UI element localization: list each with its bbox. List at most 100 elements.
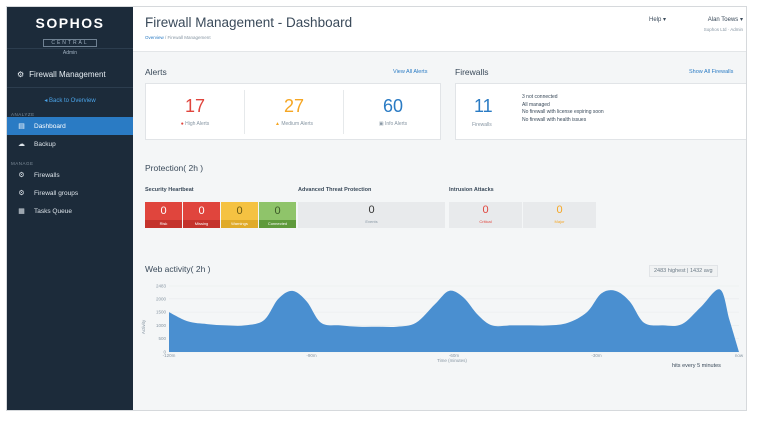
alert-info-label-row: ▣ Info Alerts — [344, 121, 442, 127]
high-alert-icon: ● — [180, 121, 184, 127]
section-analyze: ANALYZE — [11, 112, 35, 117]
firewall-status-item: All managed — [522, 101, 550, 108]
firewall-status-item: 3 not connected — [522, 94, 558, 100]
sophos-logo[interactable]: SOPHOS CENTRAL Admin — [7, 7, 133, 56]
intrusion-critical[interactable]: 0 Critical — [449, 202, 522, 228]
dashboard-icon: ▤ — [18, 123, 25, 130]
sidebar-app-title: ⚙ Firewall Management — [7, 61, 133, 88]
sidebar-item-backup[interactable]: ☁ Backup — [7, 135, 133, 153]
chart-y-label: Activity — [141, 319, 146, 334]
firewall-group-icon: ⚙ — [18, 190, 25, 197]
view-all-alerts-link[interactable]: View All Alerts — [393, 69, 428, 75]
firewall-icon: ⚙ — [17, 69, 25, 79]
heartbeat-missing[interactable]: 0 Missing — [183, 202, 220, 228]
org-label: Sophos Ltd · Admin — [703, 27, 743, 32]
security-heartbeat-title: Security Heartbeat — [145, 187, 194, 193]
heartbeat-connected-label: Connected — [259, 220, 296, 228]
sidebar-item-label: Tasks Queue — [34, 207, 72, 215]
section-manage: MANAGE — [11, 161, 34, 166]
alert-high-count: 17 — [184, 96, 206, 116]
sidebar-item-label: Firewall groups — [34, 189, 79, 197]
cloud-icon: ☁ — [18, 141, 25, 148]
sidebar-item-label: Backup — [34, 140, 56, 148]
chart-y-tick: 1000 — [156, 323, 167, 328]
web-activity-title: Web activity( 2h ) — [145, 264, 211, 274]
atp-title: Advanced Threat Protection — [298, 187, 372, 193]
sidebar-item-firewall-groups[interactable]: ⚙ Firewall groups — [7, 184, 133, 202]
alert-high-label: High Alerts — [185, 121, 210, 127]
atp-events-label: Events — [365, 219, 378, 224]
help-menu[interactable]: Help ▾ — [649, 17, 667, 23]
alert-high[interactable]: 17 ● High Alerts — [146, 84, 244, 139]
intrusion-major[interactable]: 0 Major — [523, 202, 596, 228]
alert-info[interactable]: 60 ▣ Info Alerts — [344, 84, 442, 139]
heartbeat-risk-label: Risk — [145, 220, 182, 228]
user-menu[interactable]: Alan Toews ▾ — [707, 17, 743, 23]
sidebar: SOPHOS CENTRAL Admin ⚙ Firewall Manageme… — [7, 7, 133, 410]
chart-x-label: Time (minutes) — [437, 358, 467, 363]
chart-y-ticks: 2483 2000 1500 1000 500 0 — [156, 284, 167, 355]
chart-y-tick: 2483 — [156, 284, 167, 289]
main-content: Firewall Management - Dashboard Overview… — [133, 7, 746, 410]
intrusion-major-label: Major — [554, 219, 565, 224]
sidebar-app-title-label: Firewall Management — [29, 69, 106, 79]
intrusion-title: Intrusion Attacks — [449, 187, 494, 193]
firewall-status-item: No firewall with license expiring soon — [522, 109, 604, 115]
heartbeat-missing-label: Missing — [183, 220, 220, 228]
firewall-status-list: 3 not connected All managed No firewall … — [522, 94, 604, 124]
alert-medium-label: Medium Alerts — [281, 121, 314, 127]
chart-x-tick: -90m — [306, 353, 317, 358]
heartbeat-risk-count: 0 — [160, 205, 167, 217]
web-activity-chart[interactable]: 2483 2000 1500 1000 500 0 -120m -90m -60m -30m no… — [139, 282, 747, 364]
show-all-firewalls-link[interactable]: Show All Firewalls — [689, 69, 734, 75]
alerts-panel: 17 ● High Alerts 27 ▲ Medium Alerts 60 ▣ — [145, 83, 441, 140]
page-title: Firewall Management - Dashboard — [145, 15, 353, 30]
protection-title: Protection( 2h ) — [145, 163, 204, 173]
sidebar-item-tasks-queue[interactable]: ▦ Tasks Queue — [7, 202, 133, 220]
breadcrumb-overview[interactable]: Overview — [145, 35, 164, 40]
sidebar-item-label: Firewalls — [34, 171, 60, 179]
chart-x-ticks: -120m -90m -60m -30m now — [163, 353, 744, 358]
firewall-count[interactable]: 11 — [474, 96, 493, 116]
heartbeat-risk[interactable]: 0 Risk — [145, 202, 182, 228]
alert-medium-count: 27 — [283, 96, 305, 116]
divider — [244, 90, 245, 134]
breadcrumb-separator: / — [165, 35, 168, 40]
chart-y-tick: 2000 — [156, 296, 167, 301]
intrusion-critical-label: Critical — [479, 219, 492, 224]
tasks-icon: ▦ — [18, 208, 25, 215]
brand-name: SOPHOS — [35, 15, 105, 31]
alert-medium[interactable]: 27 ▲ Medium Alerts — [245, 84, 343, 139]
chart-x-tick: -60m — [449, 353, 460, 358]
heartbeat-connected[interactable]: 0 Connected — [259, 202, 296, 228]
web-activity-area — [169, 289, 739, 352]
chevron-left-icon: ◂ — [44, 98, 48, 104]
chart-x-tick: now — [735, 353, 744, 358]
atp-events[interactable]: 0 Events — [298, 202, 445, 228]
alert-high-label-row: ● High Alerts — [146, 121, 244, 127]
heartbeat-warnings-count: 0 — [236, 205, 243, 217]
chart-x-tick: -30m — [591, 353, 602, 358]
firewall-count-label: Firewalls — [472, 122, 492, 128]
sidebar-item-firewalls[interactable]: ⚙ Firewalls — [7, 166, 133, 184]
page-header: Firewall Management - Dashboard Overview… — [133, 7, 746, 52]
intrusion-critical-count: 0 — [482, 204, 489, 216]
sidebar-item-dashboard[interactable]: ▤ Dashboard — [7, 117, 133, 135]
chart-y-tick: 500 — [158, 336, 166, 341]
brand-sub: CENTRAL — [43, 39, 97, 47]
heartbeat-warnings[interactable]: 0 Warnings — [221, 202, 258, 228]
sidebar-item-label: Dashboard — [34, 122, 66, 130]
intrusion-major-count: 0 — [556, 204, 563, 216]
web-activity-stats: 2483 highest | 1432 avg — [649, 265, 718, 277]
back-to-overview-link[interactable]: ◂ Back to Overview — [7, 97, 133, 104]
alert-info-label: Info Alerts — [384, 121, 408, 127]
firewall-status-item: No firewall with health issues — [522, 116, 587, 123]
chart-x-tick: -120m — [163, 353, 176, 358]
heartbeat-warnings-label: Warnings — [221, 220, 258, 228]
back-label: Back to Overview — [49, 98, 96, 104]
web-activity-footnote: hits every 5 minutes — [672, 363, 721, 369]
heartbeat-missing-count: 0 — [198, 205, 205, 217]
firewalls-panel: 11 Firewalls 3 not connected All managed… — [455, 83, 746, 140]
breadcrumb: Overview / Firewall Management — [145, 35, 211, 40]
brand-role: Admin — [62, 50, 78, 56]
